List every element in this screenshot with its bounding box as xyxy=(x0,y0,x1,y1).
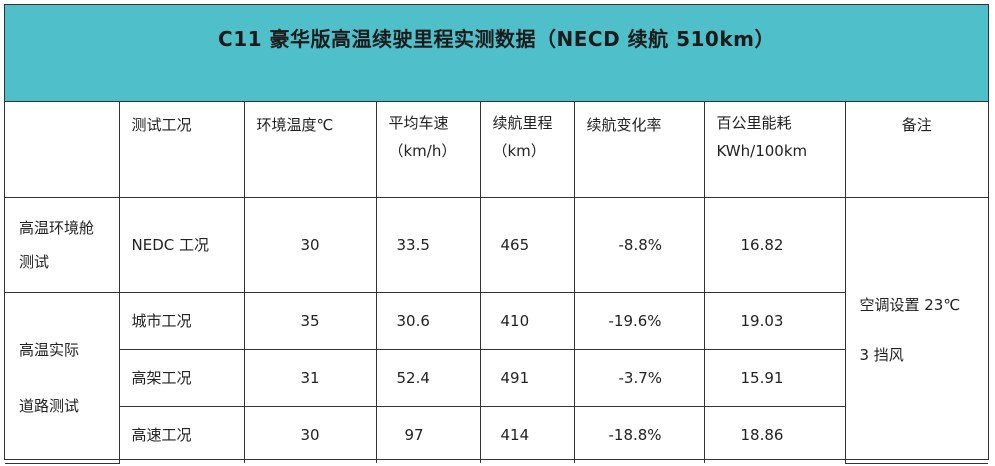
cell-energy: 16.82 xyxy=(703,196,846,293)
cell-temperature: 30 xyxy=(243,196,377,293)
cell-range-change: -8.8% xyxy=(573,196,705,293)
header-range: 续航里程 （km） xyxy=(479,101,575,198)
note-ac-setting: 空调设置 23℃ xyxy=(859,296,961,314)
cell-range: 465 xyxy=(479,196,575,293)
cell-condition: 高架工况 xyxy=(119,348,245,407)
group-chamber: 高温环境舱 测试 xyxy=(5,196,120,293)
cell-avg-speed: 52.4 xyxy=(375,348,481,407)
cell-energy: 19.03 xyxy=(703,291,845,350)
header-condition: 测试工况 xyxy=(118,101,245,198)
cell-condition: 城市工况 xyxy=(118,291,245,350)
header-energy: 百公里能耗 KWh/100km xyxy=(703,101,846,198)
header-corner xyxy=(5,101,120,198)
cell-temperature: 31 xyxy=(243,348,377,407)
group-road: 高温实际 道路测试 xyxy=(5,291,120,464)
cell-energy: 15.91 xyxy=(703,348,845,407)
table-row: 高温环境舱 测试 NEDC 工况 30 33.5 465 -8.8% 16.82… xyxy=(5,196,988,464)
note-cell: 空调设置 23℃ 3 挡风 xyxy=(844,196,988,464)
range-test-table: 测试工况 环境温度℃ 平均车速 （km/h） 续航里程 （km） 续航变化率 百… xyxy=(5,101,988,464)
table-row: 高温实际 道路测试 城市工况 35 30.6 410 -19.6% 19.03 xyxy=(5,291,988,464)
cell-range-change: -19.6% xyxy=(573,291,705,350)
cell-range: 491 xyxy=(479,348,575,407)
title-banner: C11 豪华版高温续驶里程实测数据（NECD 续航 510km） xyxy=(5,5,988,102)
cell-range-change: -3.7% xyxy=(573,348,705,407)
cell-energy: 18.86 xyxy=(703,405,845,463)
header-range-change: 续航变化率 xyxy=(573,101,705,198)
header-row: 测试工况 环境温度℃ 平均车速 （km/h） 续航里程 （km） 续航变化率 百… xyxy=(5,101,988,198)
cell-avg-speed: 30.6 xyxy=(375,291,481,350)
cell-avg-speed: 33.5 xyxy=(375,196,481,293)
cell-condition: 高速工况 xyxy=(119,405,245,463)
cell-range: 414 xyxy=(479,405,575,463)
table-row: 高架工况 31 52.4 491 -3.7% 15.91 xyxy=(5,348,988,407)
table-title: C11 豪华版高温续驶里程实测数据（NECD 续航 510km） xyxy=(218,26,775,51)
cell-temperature: 35 xyxy=(243,291,377,350)
cell-range-change: -18.8% xyxy=(573,405,705,463)
cell-avg-speed: 97 xyxy=(375,405,481,463)
data-table-frame: C11 豪华版高温续驶里程实测数据（NECD 续航 510km） 测试工况 环境… xyxy=(4,4,989,464)
cell-range: 410 xyxy=(479,291,575,350)
cell-condition: NEDC 工况 xyxy=(118,196,245,293)
note-fan-level: 3 挡风 xyxy=(859,346,904,364)
header-avg-speed: 平均车速 （km/h） xyxy=(375,101,481,198)
header-temperature: 环境温度℃ xyxy=(243,101,377,198)
header-note: 备注 xyxy=(844,101,988,198)
cell-temperature: 30 xyxy=(243,405,377,463)
table-row: 高速工况 30 97 414 -18.8% 18.86 xyxy=(5,405,988,463)
